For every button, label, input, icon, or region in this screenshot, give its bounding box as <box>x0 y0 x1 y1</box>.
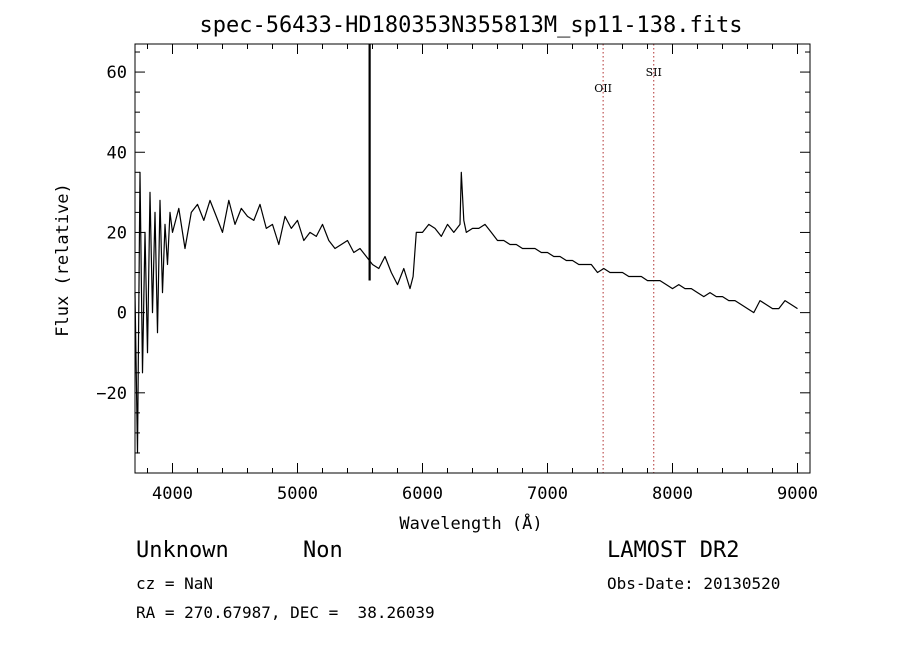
observation-date: Obs-Date: 20130520 <box>607 574 781 593</box>
y-tick-label: −20 <box>96 384 127 404</box>
y-tick-label: 20 <box>107 223 127 243</box>
emission-line-label: SII <box>646 66 662 79</box>
emission-line-markers: OII SII <box>594 44 662 473</box>
survey-name: LAMOST DR2 <box>607 538 740 563</box>
y-axis-label: Flux (relative) <box>53 183 73 337</box>
object-subclass: Non <box>303 538 343 563</box>
y-tick-label: 40 <box>107 143 127 163</box>
y-tick-label: 0 <box>117 304 127 324</box>
plot-frame <box>134 43 811 474</box>
redshift-info: cz = NaN <box>136 574 214 593</box>
x-tick-label: 4000 <box>152 484 193 504</box>
spectrum-series-line <box>134 171 798 454</box>
chart-title: spec-56433-HD180353N355813M_sp11-138.fit… <box>199 13 742 38</box>
x-axis-label: Wavelength (Å) <box>399 512 542 534</box>
emission-line-label: OII <box>594 82 612 95</box>
y-tick-label: 60 <box>107 63 127 83</box>
x-tick-label: 8000 <box>652 484 693 504</box>
x-tick-label: 6000 <box>402 484 443 504</box>
coordinates-info: RA = 270.67987, DEC = 38.26039 <box>136 603 435 622</box>
axis-ticks: 4000 5000 6000 7000 8000 9000 −20 0 20 40 60 <box>96 44 818 504</box>
x-tick-label: 7000 <box>527 484 568 504</box>
x-tick-label: 5000 <box>277 484 318 504</box>
x-tick-label: 9000 <box>777 484 818 504</box>
object-type: Unknown <box>136 538 229 563</box>
